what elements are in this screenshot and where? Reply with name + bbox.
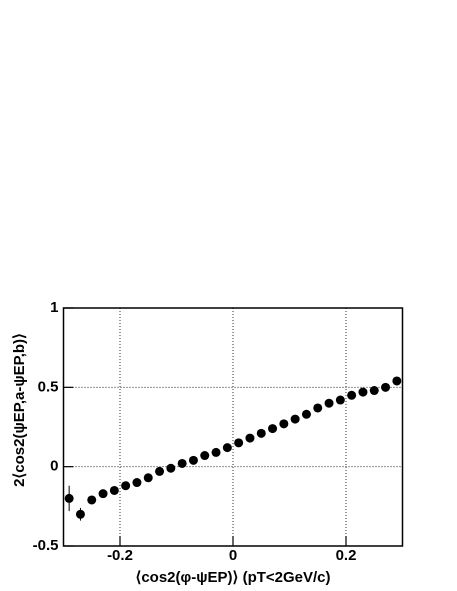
data-point [211,447,221,457]
data-point [313,403,323,413]
data-point [392,376,402,386]
data-point [279,419,289,429]
data-point [98,489,108,499]
data-point [301,409,311,419]
data-point [245,433,255,443]
data-point [132,478,142,488]
data-point [166,463,176,473]
x-tick-label: 0.2 [336,547,357,564]
data-point [256,428,266,438]
data-point [109,485,119,495]
data-point [143,473,153,483]
data-point [369,386,379,396]
data-point [234,438,244,448]
x-tick-label: -0.2 [107,547,133,564]
x-tick-label: 0 [229,547,237,564]
y-tick-label: -0.5 [33,537,59,554]
data-point [200,451,210,461]
data-point [188,455,198,465]
y-tick-label: 1 [50,299,58,316]
data-point [347,390,357,400]
data-point [121,481,131,491]
y-tick-label: 0.5 [38,378,59,395]
y-tick-label: 0 [50,458,58,475]
data-point [324,398,334,408]
data-point [87,495,97,505]
plot-frame [62,307,404,547]
x-axis-label: ⟨cos2(φ-ψEP)⟩ (pT<2GeV/c) [135,569,330,586]
data-point [290,414,300,424]
y-axis-label: 2⟨cos2(ψEP,a-ψEP,b)⟩ [11,333,28,487]
data-point [381,382,391,392]
data-point [155,466,165,476]
data-point [177,458,187,468]
data-point [64,493,74,503]
data-point [75,509,85,519]
data-point [222,443,232,453]
data-point [335,395,345,405]
data-point [358,387,368,397]
data-point [268,424,278,434]
